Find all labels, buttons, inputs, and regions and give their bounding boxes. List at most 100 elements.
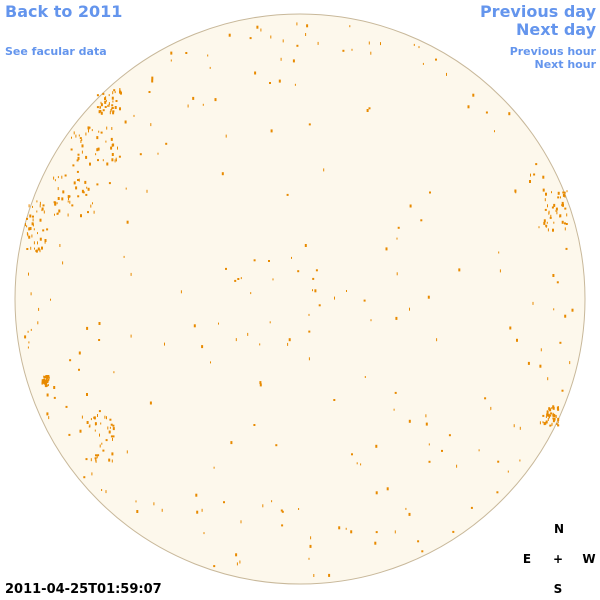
facula [95, 153, 97, 156]
facula [50, 298, 51, 301]
facula [80, 214, 82, 218]
facula [44, 239, 46, 242]
facula [552, 274, 555, 277]
facula [564, 207, 567, 210]
facula [230, 441, 233, 445]
facula [287, 342, 289, 346]
facula [527, 361, 530, 365]
facula [54, 179, 56, 182]
facula [542, 188, 545, 192]
facula [151, 79, 154, 83]
facula [270, 35, 272, 39]
facula [380, 42, 381, 46]
previous-hour-link[interactable]: Previous hour [509, 45, 596, 58]
facula [561, 220, 564, 224]
facula [75, 134, 77, 138]
facula [421, 550, 424, 553]
facula [446, 72, 447, 76]
facula [549, 216, 552, 219]
facula [98, 130, 100, 133]
facula [422, 62, 424, 65]
facula [30, 328, 32, 331]
facula [25, 223, 26, 227]
facula [223, 501, 225, 504]
facula [36, 210, 38, 213]
facula [96, 148, 99, 152]
facula [111, 127, 113, 130]
facula [81, 138, 83, 141]
facula [99, 433, 100, 437]
facula [70, 148, 73, 151]
facula [88, 129, 89, 133]
facula [97, 159, 99, 162]
facular-link[interactable]: See facular data [5, 45, 107, 58]
facula [81, 415, 83, 419]
next-day-link[interactable]: Next day [516, 20, 596, 39]
facula [557, 408, 560, 411]
facula [519, 459, 521, 462]
facula [507, 470, 509, 473]
facula [550, 214, 552, 218]
facula [375, 444, 378, 448]
facula [310, 536, 312, 540]
facula [111, 158, 114, 162]
facula [98, 410, 101, 413]
facula [494, 130, 495, 133]
facula [104, 415, 106, 419]
facula [90, 418, 92, 421]
facula [428, 443, 430, 446]
facula [555, 415, 557, 418]
facula [557, 191, 560, 195]
facula [81, 144, 84, 148]
facula [393, 408, 395, 411]
facula [375, 491, 378, 495]
facula [561, 204, 564, 207]
facula [552, 412, 554, 415]
facula [396, 272, 398, 276]
facula [323, 168, 325, 172]
facula [68, 197, 69, 201]
facula [201, 508, 203, 512]
facula [46, 412, 49, 416]
facula [112, 100, 114, 103]
facula [180, 290, 182, 294]
facula [240, 520, 242, 524]
facula [107, 426, 109, 430]
facula [100, 101, 102, 104]
facula [368, 107, 371, 110]
facula [543, 422, 546, 426]
facula [436, 338, 438, 342]
facula [73, 181, 76, 185]
facula [130, 272, 132, 276]
facula [557, 423, 559, 427]
facula [170, 51, 173, 55]
facula [71, 204, 74, 207]
facula [201, 345, 204, 349]
facula [546, 221, 548, 224]
facula [101, 442, 103, 445]
facula [555, 207, 558, 211]
facula [571, 308, 574, 312]
facula [78, 368, 80, 371]
facula [496, 491, 499, 494]
facula [562, 193, 565, 197]
facula [79, 429, 82, 433]
facula [351, 48, 353, 51]
facula [108, 94, 110, 97]
facula [87, 211, 89, 214]
facula [210, 361, 211, 364]
facula [38, 307, 40, 311]
facula [102, 159, 104, 162]
facula [57, 176, 59, 179]
facula [552, 417, 555, 420]
facula [192, 96, 195, 100]
previous-day-link[interactable]: Previous day [479, 2, 596, 21]
facula [57, 197, 60, 200]
facula [57, 187, 59, 191]
back-link[interactable]: Back to 2011 [5, 2, 123, 21]
next-hour-link[interactable]: Next hour [534, 58, 597, 71]
facula [37, 232, 38, 235]
facula [110, 109, 112, 113]
facula [312, 277, 315, 280]
facula [569, 361, 571, 365]
